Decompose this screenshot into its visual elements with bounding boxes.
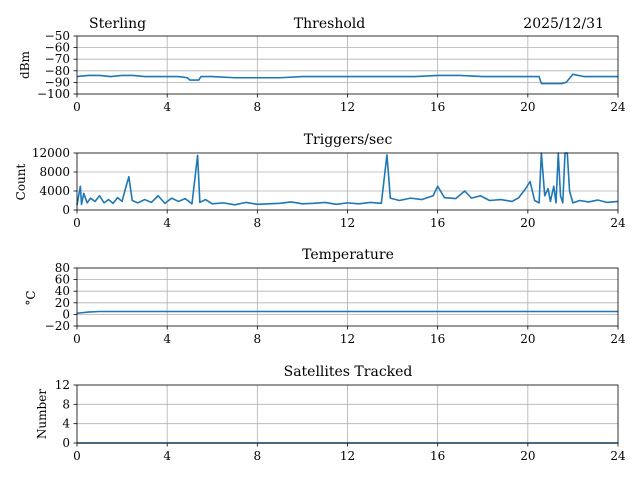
temperature-xtick-label: 12: [340, 332, 355, 346]
triggers-xtick-label: 20: [520, 216, 535, 230]
threshold-xtick-label: 8: [254, 100, 262, 114]
triggers-ytick-label: 8000: [39, 165, 70, 179]
satellites-xtick-label: 4: [163, 449, 171, 463]
triggers-ticks: 0 4 8 12 16 20 24 0 4000 8000 12000: [32, 146, 626, 230]
temperature-ytick-label: −20: [45, 319, 70, 333]
triggers-ytick-label: 12000: [32, 146, 70, 160]
satellites-xtick-label: 12: [340, 449, 355, 463]
temperature-axes-frame: [76, 267, 619, 327]
triggers-axes-frame: [76, 152, 619, 211]
threshold-ytick-label: −90: [45, 75, 70, 89]
temperature-xtick-label: 24: [610, 332, 626, 346]
temperature-xtick-label: 0: [73, 332, 81, 346]
threshold-xtick-label: 16: [430, 100, 445, 114]
temperature-ytick-label: 60: [55, 273, 70, 287]
station-name: Sterling: [89, 16, 146, 32]
satellites-ytick-label: 12: [55, 378, 70, 392]
threshold-grid: [77, 36, 618, 94]
threshold-xtick-label: 20: [520, 100, 535, 114]
triggers-series-line: [76, 152, 619, 206]
triggers-grid: [77, 153, 618, 210]
temperature-xtick-label: 16: [430, 332, 445, 346]
temperature-ytick-label: 0: [62, 307, 70, 321]
triggers-ytick-label: 0: [62, 203, 70, 217]
triggers-ytick-label: 4000: [39, 184, 70, 198]
satellites-title: Satellites Tracked: [284, 364, 413, 380]
threshold-ylabel: dBm: [18, 50, 32, 79]
threshold-series-line: [76, 73, 618, 85]
triggers-panel: Triggers/sec Count 0 4 8 12 16 20 24 0 4000 8000 1…: [14, 132, 626, 230]
threshold-xtick-label: 12: [340, 100, 355, 114]
satellites-panel: Satellites Tracked Number 0 4 8 12 16 20 24 0 4 8…: [35, 364, 626, 463]
threshold-ytick-label: −60: [45, 41, 70, 55]
temperature-series-line: [76, 310, 618, 315]
temperature-ytick-label: 40: [55, 284, 70, 298]
threshold-ytick-label: −80: [45, 64, 70, 78]
satellites-ytick-label: 0: [62, 436, 70, 450]
satellites-xtick-label: 24: [610, 449, 626, 463]
satellites-xtick-label: 8: [254, 449, 262, 463]
report-date: 2025/12/31: [523, 16, 604, 32]
temperature-xtick-label: 20: [520, 332, 535, 346]
triggers-xtick-label: 12: [340, 216, 355, 230]
threshold-ytick-label: −100: [37, 87, 70, 101]
triggers-ylabel: Count: [14, 163, 28, 200]
satellites-ylabel: Number: [35, 389, 49, 439]
threshold-xtick-label: 4: [163, 100, 171, 114]
triggers-xtick-label: 24: [610, 216, 626, 230]
triggers-xtick-label: 16: [430, 216, 445, 230]
satellites-xtick-label: 0: [73, 449, 81, 463]
satellites-axes-frame: [76, 384, 619, 444]
satellites-ytick-label: 8: [62, 397, 70, 411]
threshold-ytick-label: −70: [45, 52, 70, 66]
threshold-title: Threshold: [294, 16, 365, 32]
threshold-ytick-label: −50: [45, 29, 70, 43]
triggers-xtick-label: 8: [254, 216, 262, 230]
threshold-xtick-label: 0: [73, 100, 81, 114]
satellites-xtick-label: 20: [520, 449, 535, 463]
threshold-ticks: 0 4 8 12 16 20 24 −50−60−70−80−90−100: [37, 29, 626, 114]
temperature-ylabel: °C: [24, 290, 38, 305]
threshold-xtick-label: 24: [610, 100, 626, 114]
satellites-ytick-label: 4: [62, 417, 70, 431]
temperature-xtick-label: 8: [254, 332, 262, 346]
satellites-grid: [77, 385, 618, 443]
triggers-xtick-label: 4: [163, 216, 171, 230]
temperature-title: Temperature: [302, 247, 394, 263]
triggers-xtick-label: 0: [73, 216, 81, 230]
threshold-axes-frame: [76, 35, 619, 95]
threshold-panel: Threshold dBm 0 4 8 12 16 20 24 −50−60−70−80−90…: [18, 16, 626, 114]
triggers-title: Triggers/sec: [304, 132, 393, 148]
temperature-ytick-label: 80: [55, 261, 70, 275]
satellites-xtick-label: 16: [430, 449, 445, 463]
temperature-grid: [77, 268, 618, 326]
temperature-xtick-label: 4: [163, 332, 171, 346]
temperature-ytick-label: 20: [55, 296, 70, 310]
